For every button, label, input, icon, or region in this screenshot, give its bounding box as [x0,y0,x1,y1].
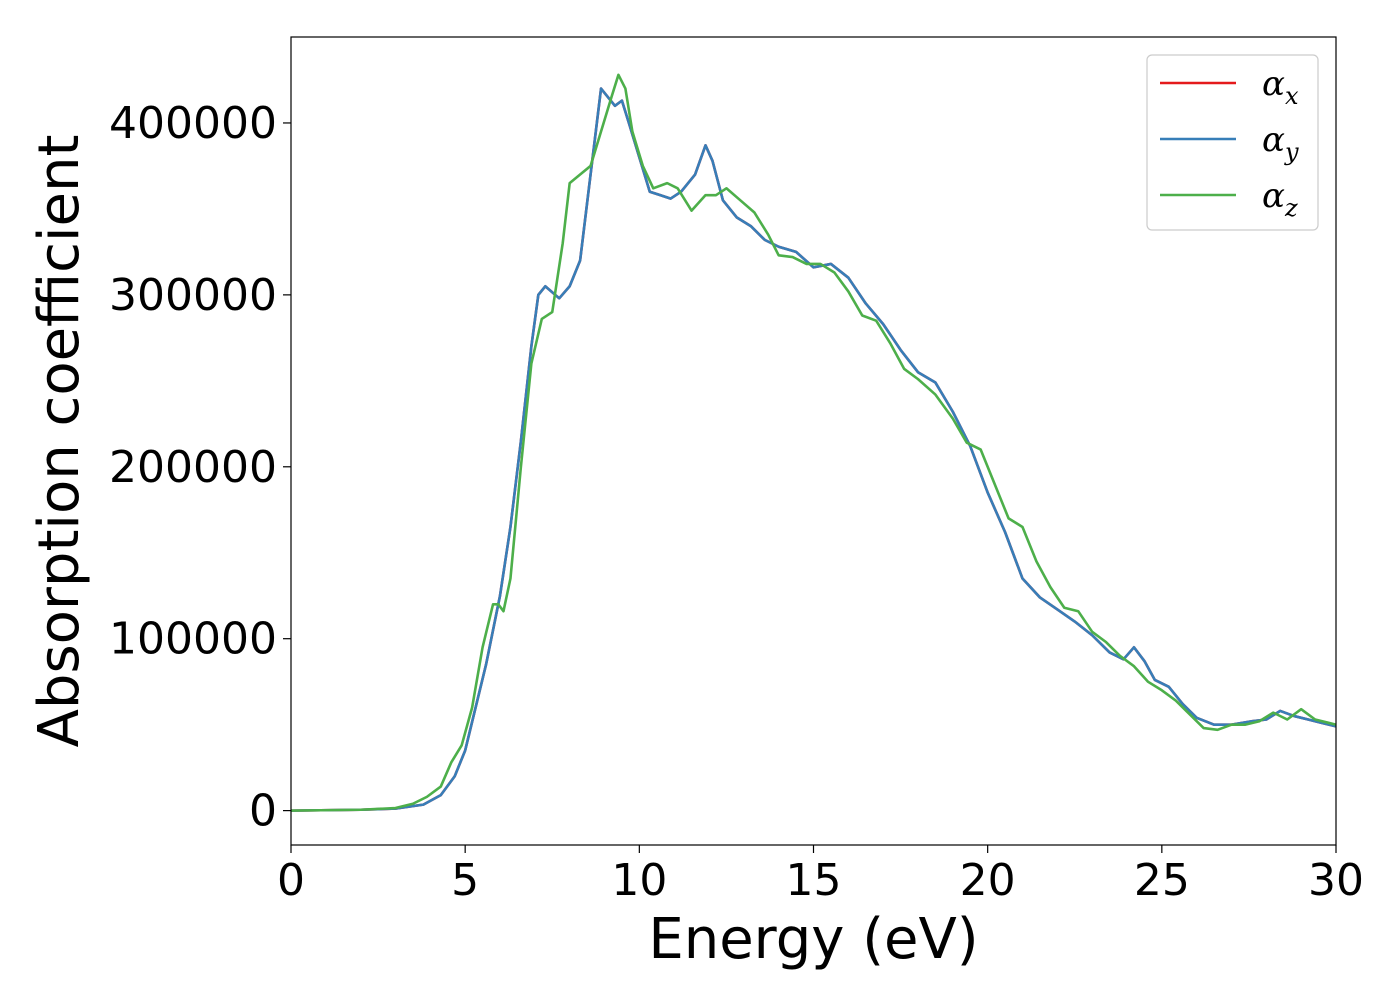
series-line-z [291,73,1336,812]
x-tick-label: 15 [786,855,842,906]
x-tick-label: 25 [1134,855,1190,906]
y-tick-label: 0 [249,786,277,837]
plot-lines [291,73,1336,812]
y-tick-label: 400000 [109,98,277,149]
legend-box [1146,54,1319,231]
x-tick-label: 5 [451,855,479,906]
x-axis: 0 5 10 15 20 25 30 [277,845,1364,906]
x-tick-label: 30 [1308,855,1364,906]
y-axis-title: Absorption coefficient [27,135,92,748]
y-tick-label: 300000 [109,270,277,321]
y-tick-label: 100000 [109,614,277,665]
x-tick-label: 10 [611,855,667,906]
y-tick-label: 200000 [109,442,277,493]
legend: αx αy αz [1146,54,1319,231]
legend-label-y: αy [1262,120,1299,166]
legend-label-z: αz [1262,176,1298,222]
legend-label-x: αx [1262,64,1299,110]
x-tick-label: 0 [277,855,305,906]
x-tick-label: 20 [960,855,1016,906]
y-axis: 0 100000 200000 300000 400000 [109,98,291,837]
x-axis-title: Energy (eV) [648,907,978,972]
